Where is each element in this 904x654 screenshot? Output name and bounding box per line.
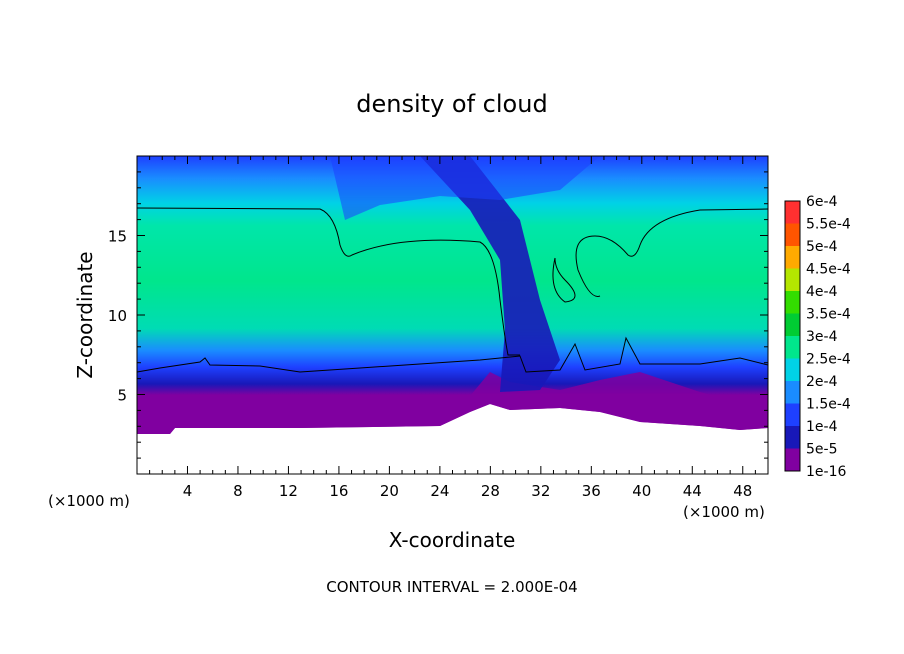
colorbar-label: 2.5e-4 <box>806 352 851 368</box>
colorbar-swatch <box>785 426 800 449</box>
x-tick-label: 48 <box>733 482 752 500</box>
colorbar-label: 5e-5 <box>806 442 837 458</box>
colorbar-label: 1e-4 <box>806 419 838 435</box>
colorbar-label: 5.5e-4 <box>806 217 851 233</box>
y-tick-label: 15 <box>108 228 127 246</box>
x-unit-left: (×1000 m) <box>48 492 130 510</box>
x-tick-label: 8 <box>233 482 243 500</box>
colorbar-swatch <box>785 313 800 336</box>
x-tick-label: 36 <box>582 482 601 500</box>
x-tick-label: 40 <box>632 482 651 500</box>
colorbar-label: 3.5e-4 <box>806 307 851 323</box>
x-tick-label: 44 <box>683 482 702 500</box>
x-axis-label: X-coordinate <box>389 528 516 552</box>
x-tick-label: 24 <box>430 482 449 500</box>
cloud-base-band <box>137 372 768 434</box>
contour-line-lower <box>137 336 768 373</box>
y-axis: 5 10 15 <box>108 171 768 459</box>
colorbar-swatch <box>785 223 800 246</box>
y-tick-label: 5 <box>117 387 127 405</box>
x-tick-label: 20 <box>380 482 399 500</box>
colorbar-label: 6e-4 <box>806 194 838 210</box>
colorbar-label: 2e-4 <box>806 374 838 390</box>
chart-title: density of cloud <box>356 90 547 118</box>
colorbar-label: 4.5e-4 <box>806 262 851 278</box>
contour-line-loop <box>552 257 576 303</box>
colorbar-label: 1.5e-4 <box>806 397 851 413</box>
colorbar-swatch <box>785 403 800 426</box>
upper-dark-plume <box>330 156 600 220</box>
colorbar-swatch <box>785 201 800 224</box>
colorbar: 1e-16 5e-5 1e-4 1.5e-4 2e-4 2.5e-4 3e-4 3.5e-4 4… <box>784 194 851 480</box>
x-axis: 4 8 12 16 20 24 28 32 36 40 44 48 <box>149 156 756 500</box>
contour-line-upper <box>137 207 520 356</box>
colorbar-swatch <box>785 358 800 381</box>
y-axis-label: Z-coordinate <box>73 251 97 378</box>
updraft-column <box>420 156 560 392</box>
colorbar-swatch <box>785 336 800 359</box>
contour-interval-note: CONTOUR INTERVAL = 2.000E-04 <box>326 578 577 596</box>
no-cloud-region <box>137 404 768 474</box>
colorbar-swatch <box>785 246 800 269</box>
colorbar-label: 1e-16 <box>806 464 846 480</box>
colorbar-swatch <box>785 268 800 291</box>
colorbar-swatch <box>785 381 800 404</box>
colorbar-label: 5e-4 <box>806 239 838 255</box>
x-tick-label: 32 <box>531 482 550 500</box>
x-tick-label: 16 <box>329 482 348 500</box>
colorbar-frame <box>784 200 801 472</box>
x-unit-right: (×1000 m) <box>683 503 765 521</box>
density-field <box>137 156 768 474</box>
colorbar-label: 3e-4 <box>806 329 838 345</box>
colorbar-label: 4e-4 <box>806 284 838 300</box>
x-tick-label: 4 <box>183 482 193 500</box>
x-tick-label: 28 <box>481 482 500 500</box>
colorbar-swatch <box>785 291 800 314</box>
y-tick-label: 10 <box>108 307 127 325</box>
colorbar-swatch <box>785 448 800 471</box>
x-tick-label: 12 <box>279 482 298 500</box>
contour-line-upper-right <box>575 208 768 297</box>
